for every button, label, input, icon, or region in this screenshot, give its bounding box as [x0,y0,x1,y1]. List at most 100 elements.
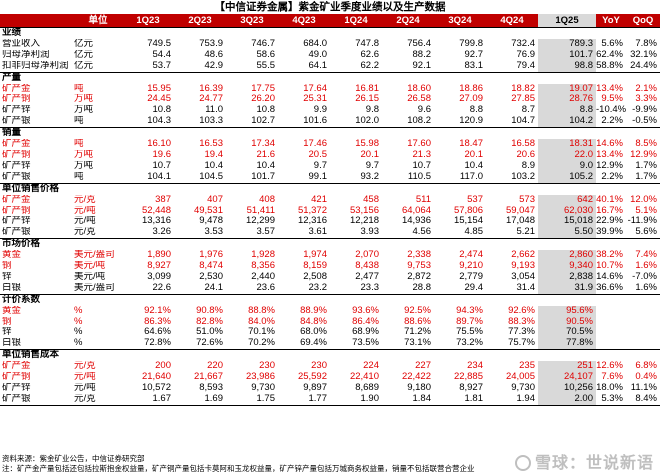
value-cell: 92.6% [508,305,535,316]
value-cell: 5.6% [635,227,657,238]
value-cell: 10.4 [464,160,484,171]
table-row: 矿产铜 元/吨 21,640 21,667 23,986 25,592 22,410 22,4… [0,372,660,383]
value-cell: 8,474 [199,261,223,272]
value-cell: 22.6 [152,282,172,293]
table-row: 黄金% 92.1% 90.8% 88.8% 88.9% 93.6% 92.5% 94.3% 92… [0,305,660,317]
value-cell: 537 [467,194,483,205]
value-cell: 9,478 [199,216,223,227]
row-unit: % [74,316,83,327]
value-cell: 54.4 [152,49,172,60]
value-cell: 40.1% [596,194,623,205]
value-cell: 25,592 [297,372,327,383]
value-cell: 2,860 [538,250,596,262]
value-cell: 28.8 [412,282,432,293]
watermark: 雪球：世说新语 [514,449,654,473]
value-cell: 92.1 [412,60,432,71]
value-cell: 22,410 [349,372,379,383]
table-row: 扣非归母净利润 亿元 53.7 42.9 55.5 64.1 62.2 92.1 83.1 79.… [0,60,660,73]
table-row: 矿产银 吨 104.1 104.5 101.7 99.1 93.2 110.5 117.0 103… [0,171,660,184]
header-cell: 1Q24 [330,14,382,28]
value-cell: 110.5 [407,171,431,182]
value-cell: 18.0% [596,383,623,393]
value-cell: 104.3 [147,116,171,127]
table-row: 矿产铜 万吨 24.45 24.77 26.20 25.31 26.15 26.58 27.09… [0,94,660,106]
value-cell: 19.07 [538,83,596,95]
value-cell: 21,640 [141,372,171,383]
value-cell: 79.4 [516,60,536,71]
value-cell: -0.5% [632,116,657,127]
value-cell: 2.00 [538,393,596,406]
value-cell: 251 [538,361,596,373]
value-cell: 24,107 [538,372,596,383]
value-cell: 9,210 [459,261,483,272]
value-cell: 2,070 [355,250,379,261]
value-cell: 573 [519,194,535,205]
value-cell: 799.8 [459,38,483,49]
value-cell: 53.7 [152,60,172,71]
value-cell [626,306,660,317]
value-cell: 9.8 [365,105,379,116]
value-cell: 57,806 [453,205,483,216]
value-cell: 22.9% [596,216,623,227]
value-cell: 84.0% [248,316,275,327]
value-cell: 70.5% [538,327,596,339]
value-cell: 8.9 [521,160,535,171]
value-cell: 36.6% [596,282,623,293]
value-cell [626,317,660,328]
value-cell: 511 [415,194,431,205]
value-cell: 77.8% [538,338,596,350]
value-cell: 17.64 [303,83,327,94]
value-cell: 2.2% [601,171,623,182]
row-unit: % [74,338,83,349]
header-cell [0,14,74,28]
value-cell: 104.1 [147,171,171,182]
value-cell: 220 [207,361,223,372]
value-cell: 18.31 [538,139,596,150]
value-cell: 2.2% [601,116,623,127]
value-cell: 11.1% [630,383,657,393]
row-label: 矿产锌 [2,216,31,227]
table-row: 矿产铜 万吨 19.6 19.4 21.6 20.5 20.1 21.3 20.1 20.6 22.… [0,149,660,161]
value-cell: 20.1 [464,149,484,160]
row-unit: 美元/盎司 [74,282,115,293]
value-cell: 8,356 [251,261,275,272]
value-cell: 92.1% [144,305,171,316]
value-cell: 18.86 [459,83,483,94]
row-label: 矿产铜 [2,372,31,383]
row-label: 矿产铜 [2,149,31,160]
row-unit: % [74,327,83,338]
value-cell: 17.34 [251,139,275,150]
snowball-icon [514,455,531,471]
value-cell: 227 [415,361,431,372]
value-cell: 58.8% [596,60,623,71]
header-cell: 1Q23 [122,14,174,28]
value-cell: 9,180 [407,383,431,393]
row-label: 扣非归母净利润 [2,60,69,71]
value-cell: 64,064 [401,205,431,216]
value-cell: 23.6 [256,282,276,293]
value-cell: 12.6% [596,361,623,372]
value-cell [596,317,626,328]
table-row: 矿产银 元/克 3.26 3.53 3.57 3.61 3.93 4.56 4.85 5.21 5.… [0,227,660,239]
value-cell: 73.2% [456,338,483,349]
row-unit: 万吨 [74,94,94,105]
value-cell: 31.4 [516,282,536,293]
value-cell: 8,438 [355,261,379,272]
row-label: 矿产金 [2,83,31,94]
value-cell: 104.5 [199,171,223,182]
row-label: 铜 [2,261,12,272]
value-cell: 15,018 [538,216,596,228]
row-unit: 元/克 [74,227,96,238]
section-header: 单位销售成本 [0,349,660,362]
section-title: 单位销售价格 [0,182,660,195]
table-row: 黄金 美元/盎司 1,890 1,976 1,928 1,974 2,070 2,338 2,4… [0,250,660,262]
value-cell: 17.75 [251,83,275,94]
table-row: 营业收入 亿元 749.5 753.9 746.7 684.0 747.8 756.4 799.… [0,38,660,50]
value-cell: 15.95 [147,83,171,94]
row-unit: 吨 [74,139,84,150]
value-cell: 101.7 [251,171,275,182]
value-cell: 12.0% [630,194,657,205]
value-cell: 9,753 [407,261,431,272]
row-unit: 元/吨 [74,216,96,227]
value-cell: 13.4% [596,149,623,160]
